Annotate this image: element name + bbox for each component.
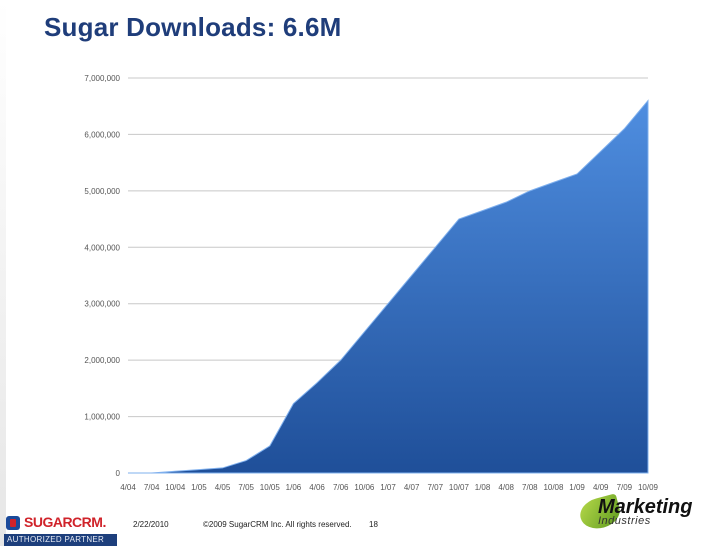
y-tick-label: 2,000,000 bbox=[84, 356, 120, 365]
x-tick-label: 1/08 bbox=[475, 483, 491, 492]
x-tick-label: 10/04 bbox=[165, 483, 186, 492]
data-point bbox=[127, 472, 129, 474]
y-tick-label: 6,000,000 bbox=[84, 130, 120, 139]
authorized-partner-tag: AUTHORIZED PARTNER bbox=[4, 534, 117, 546]
sugarcrm-cube-icon bbox=[6, 516, 20, 530]
y-tick-label: 7,000,000 bbox=[84, 74, 120, 83]
footer-page-number: 18 bbox=[369, 520, 378, 529]
x-tick-label: 4/09 bbox=[593, 483, 609, 492]
data-point bbox=[363, 331, 365, 333]
data-point bbox=[198, 469, 200, 471]
x-tick-label: 7/06 bbox=[333, 483, 349, 492]
data-point bbox=[245, 460, 247, 462]
footer-date: 2/22/2010 bbox=[133, 520, 169, 529]
slide-title: Sugar Downloads: 6.6M bbox=[44, 12, 342, 42]
slide-left-accent bbox=[0, 0, 6, 546]
downloads-area bbox=[128, 99, 649, 474]
data-point bbox=[387, 303, 389, 305]
y-tick-label: 4,000,000 bbox=[84, 243, 120, 252]
data-point bbox=[340, 359, 342, 361]
x-tick-label: 4/05 bbox=[215, 483, 231, 492]
x-tick-label: 4/07 bbox=[404, 483, 420, 492]
x-axis-ticks: 4/04 7/04 10/04 1/05 4/05 7/05 10/05 1/06 4/06 7/… bbox=[120, 483, 658, 492]
footer-copyright: ©2009 SugarCRM Inc. All rights reserved. bbox=[203, 520, 352, 529]
data-point bbox=[411, 275, 413, 277]
x-tick-label: 10/05 bbox=[260, 483, 281, 492]
x-tick-label: 10/07 bbox=[449, 483, 470, 492]
x-tick-label: 10/09 bbox=[638, 483, 659, 492]
x-tick-label: 7/07 bbox=[427, 483, 443, 492]
area-series-layer bbox=[127, 99, 649, 474]
y-tick-label: 5,000,000 bbox=[84, 187, 120, 196]
x-tick-label: 4/06 bbox=[309, 483, 325, 492]
data-point bbox=[292, 403, 294, 405]
mi-wordmark-top: Marketing bbox=[598, 496, 693, 518]
data-point bbox=[505, 201, 507, 203]
x-tick-label: 7/05 bbox=[238, 483, 254, 492]
data-point bbox=[434, 246, 436, 248]
data-point bbox=[151, 472, 153, 474]
x-tick-label: 4/04 bbox=[120, 483, 136, 492]
data-point bbox=[623, 128, 625, 130]
downloads-area-chart: 0 1,000,000 2,000,000 3,000,000 4,000,000 5,0… bbox=[84, 74, 658, 492]
x-tick-label: 1/09 bbox=[569, 483, 585, 492]
data-point bbox=[576, 173, 578, 175]
x-tick-label: 10/08 bbox=[543, 483, 564, 492]
data-point bbox=[600, 150, 602, 152]
sugarcrm-wordmark: SUGARCRM. bbox=[24, 514, 106, 530]
data-point bbox=[458, 218, 460, 220]
data-point bbox=[174, 470, 176, 472]
data-point bbox=[222, 467, 224, 469]
y-axis-ticks: 0 1,000,000 2,000,000 3,000,000 4,000,000 5,0… bbox=[84, 74, 120, 478]
y-tick-label: 1,000,000 bbox=[84, 413, 120, 422]
x-tick-label: 7/04 bbox=[144, 483, 160, 492]
data-point bbox=[482, 210, 484, 212]
data-point bbox=[647, 100, 649, 102]
x-tick-label: 7/09 bbox=[617, 483, 633, 492]
x-tick-label: 7/08 bbox=[522, 483, 538, 492]
marketing-industries-logo: Marketing Industries bbox=[576, 493, 720, 542]
data-point bbox=[269, 445, 271, 447]
y-tick-label: 0 bbox=[116, 469, 121, 478]
data-point bbox=[316, 382, 318, 384]
x-tick-label: 1/06 bbox=[286, 483, 302, 492]
x-tick-label: 4/08 bbox=[498, 483, 514, 492]
data-point bbox=[552, 181, 554, 183]
x-tick-label: 1/07 bbox=[380, 483, 396, 492]
x-tick-label: 1/05 bbox=[191, 483, 207, 492]
x-tick-label: 10/06 bbox=[354, 483, 375, 492]
mi-wordmark-bottom: Industries bbox=[598, 515, 651, 527]
data-point bbox=[529, 190, 531, 192]
y-tick-label: 3,000,000 bbox=[84, 300, 120, 309]
sugarcrm-logo: SUGARCRM. AUTHORIZED PARTNER bbox=[4, 514, 124, 546]
